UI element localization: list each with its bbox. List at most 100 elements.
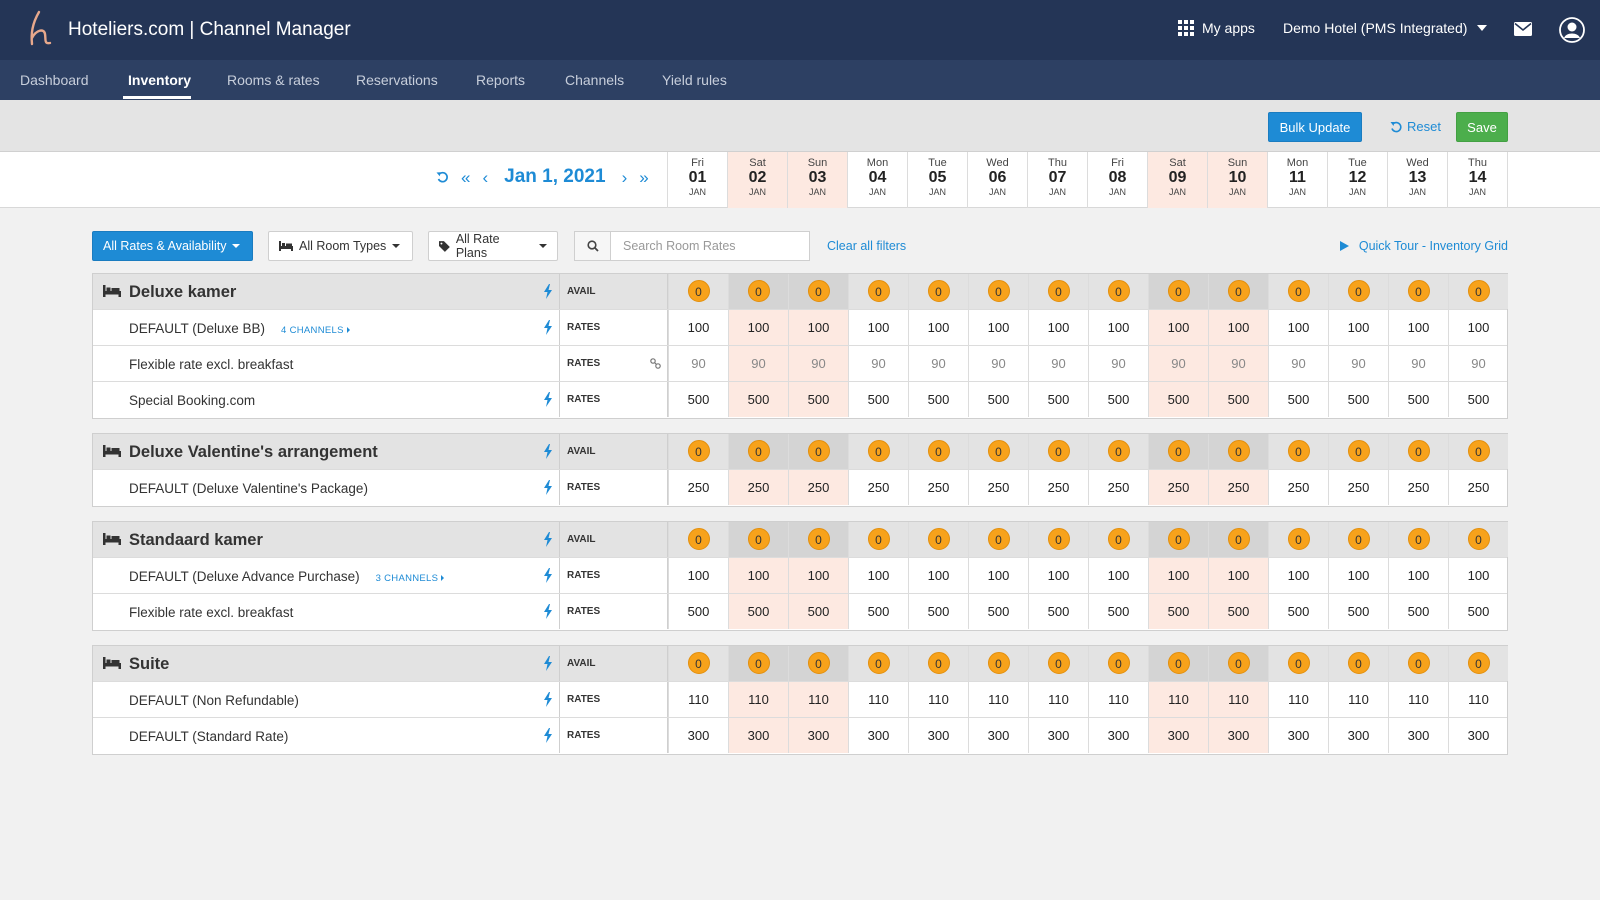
rate-value-cell[interactable]: 250 — [968, 470, 1028, 505]
nav-reports[interactable]: Reports — [476, 72, 526, 88]
chevron-left-icon[interactable]: ‹ — [482, 167, 489, 187]
rate-value-cell[interactable]: 110 — [1088, 682, 1148, 717]
rate-value-cell[interactable]: 90 — [1388, 346, 1448, 381]
rate-value-cell[interactable]: 100 — [1148, 310, 1208, 345]
avail-cell[interactable]: 0 — [908, 522, 968, 557]
rate-value-cell[interactable]: 500 — [848, 382, 908, 417]
rate-value-cell[interactable]: 100 — [1448, 310, 1508, 345]
rate-value-cell[interactable]: 500 — [1448, 594, 1508, 629]
rate-value-cell[interactable]: 250 — [1028, 470, 1088, 505]
rate-value-cell[interactable]: 500 — [1328, 382, 1388, 417]
rate-value-cell[interactable]: 90 — [848, 346, 908, 381]
rate-value-cell[interactable]: 100 — [1208, 310, 1268, 345]
rate-value-cell[interactable]: 250 — [788, 470, 848, 505]
rate-value-cell[interactable]: 250 — [1268, 470, 1328, 505]
rate-name[interactable]: Flexible rate excl. breakfast — [129, 357, 294, 372]
nav-dashboard[interactable]: Dashboard — [20, 72, 89, 88]
rate-value-cell[interactable]: 110 — [848, 682, 908, 717]
rate-value-cell[interactable]: 110 — [668, 682, 728, 717]
rate-value-cell[interactable]: 100 — [668, 310, 728, 345]
avail-cell[interactable]: 0 — [788, 646, 848, 681]
rate-value-cell[interactable]: 100 — [848, 558, 908, 593]
avail-cell[interactable]: 0 — [1088, 646, 1148, 681]
rate-value-cell[interactable]: 90 — [908, 346, 968, 381]
clear-all-filters-link[interactable]: Clear all filters — [827, 239, 907, 253]
rate-name[interactable]: DEFAULT (Standard Rate) — [129, 729, 289, 744]
avail-cell[interactable]: 0 — [1088, 434, 1148, 469]
avail-cell[interactable]: 0 — [1208, 646, 1268, 681]
rate-value-cell[interactable]: 500 — [1388, 594, 1448, 629]
avail-cell[interactable]: 0 — [1448, 522, 1508, 557]
rate-value-cell[interactable]: 90 — [1268, 346, 1328, 381]
user-avatar-icon[interactable] — [1559, 17, 1585, 43]
rate-value-cell[interactable]: 100 — [968, 558, 1028, 593]
rate-value-cell[interactable]: 100 — [728, 310, 788, 345]
all-rates-availability-dropdown[interactable]: All Rates & Availability — [92, 231, 253, 261]
rate-value-cell[interactable]: 250 — [1388, 470, 1448, 505]
mail-icon[interactable] — [1514, 22, 1532, 36]
avail-cell[interactable]: 0 — [1208, 434, 1268, 469]
avail-cell[interactable]: 0 — [1328, 522, 1388, 557]
rate-value-cell[interactable]: 110 — [788, 682, 848, 717]
rate-value-cell[interactable]: 110 — [1268, 682, 1328, 717]
room-name[interactable]: Standaard kamer — [129, 531, 263, 549]
rate-value-cell[interactable]: 100 — [1268, 558, 1328, 593]
double-chevron-right-icon[interactable]: » — [639, 167, 649, 187]
rate-value-cell[interactable]: 250 — [1088, 470, 1148, 505]
rate-value-cell[interactable]: 100 — [1448, 558, 1508, 593]
avail-cell[interactable]: 0 — [728, 522, 788, 557]
rate-value-cell[interactable]: 100 — [908, 310, 968, 345]
avail-cell[interactable]: 0 — [968, 274, 1028, 309]
rate-value-cell[interactable]: 500 — [1388, 382, 1448, 417]
rate-value-cell[interactable]: 500 — [908, 382, 968, 417]
rate-value-cell[interactable]: 500 — [1208, 594, 1268, 629]
rate-value-cell[interactable]: 110 — [1448, 682, 1508, 717]
avail-cell[interactable]: 0 — [968, 646, 1028, 681]
rate-name[interactable]: DEFAULT (Deluxe BB) — [129, 321, 266, 336]
rate-value-cell[interactable]: 250 — [1208, 470, 1268, 505]
rate-value-cell[interactable]: 500 — [968, 594, 1028, 629]
rate-value-cell[interactable]: 500 — [788, 594, 848, 629]
rate-value-cell[interactable]: 100 — [908, 558, 968, 593]
avail-cell[interactable]: 0 — [788, 522, 848, 557]
rate-value-cell[interactable]: 100 — [1268, 310, 1328, 345]
avail-cell[interactable]: 0 — [908, 646, 968, 681]
rate-value-cell[interactable]: 100 — [728, 558, 788, 593]
avail-cell[interactable]: 0 — [1268, 274, 1328, 309]
rate-value-cell[interactable]: 300 — [1028, 718, 1088, 753]
rate-value-cell[interactable]: 500 — [1088, 382, 1148, 417]
day-header-09[interactable]: Sat 09 JAN — [1147, 152, 1207, 208]
bulk-update-button[interactable]: Bulk Update — [1268, 112, 1362, 142]
rate-value-cell[interactable]: 500 — [848, 594, 908, 629]
bolt-icon[interactable] — [543, 568, 553, 586]
avail-cell[interactable]: 0 — [908, 434, 968, 469]
nav-reservations[interactable]: Reservations — [356, 72, 438, 88]
rate-name[interactable]: DEFAULT (Deluxe Valentine's Package) — [129, 481, 368, 496]
day-header-11[interactable]: Mon 11 JAN — [1267, 152, 1327, 208]
avail-cell[interactable]: 0 — [1448, 434, 1508, 469]
avail-cell[interactable]: 0 — [728, 646, 788, 681]
rate-value-cell[interactable]: 110 — [908, 682, 968, 717]
rate-value-cell[interactable]: 90 — [1448, 346, 1508, 381]
rate-value-cell[interactable]: 250 — [1448, 470, 1508, 505]
bolt-icon[interactable] — [543, 444, 553, 462]
avail-cell[interactable]: 0 — [668, 434, 728, 469]
room-name[interactable]: Deluxe Valentine's arrangement — [129, 443, 378, 461]
day-header-14[interactable]: Thu 14 JAN — [1447, 152, 1507, 208]
rate-value-cell[interactable]: 500 — [1448, 382, 1508, 417]
rate-value-cell[interactable]: 500 — [1148, 382, 1208, 417]
rate-value-cell[interactable]: 300 — [1328, 718, 1388, 753]
chevron-right-icon[interactable]: › — [621, 167, 628, 187]
channels-link[interactable]: 3 CHANNELS — [376, 573, 445, 584]
avail-cell[interactable]: 0 — [1268, 522, 1328, 557]
rate-value-cell[interactable]: 300 — [1448, 718, 1508, 753]
rate-value-cell[interactable]: 250 — [668, 470, 728, 505]
rate-value-cell[interactable]: 100 — [1088, 558, 1148, 593]
save-button[interactable]: Save — [1456, 112, 1508, 142]
avail-cell[interactable]: 0 — [848, 434, 908, 469]
nav-inventory[interactable]: Inventory — [128, 72, 192, 88]
rate-value-cell[interactable]: 500 — [1208, 382, 1268, 417]
day-header-08[interactable]: Fri 08 JAN — [1087, 152, 1147, 208]
avail-cell[interactable]: 0 — [1028, 434, 1088, 469]
refresh-icon[interactable] — [436, 171, 449, 184]
